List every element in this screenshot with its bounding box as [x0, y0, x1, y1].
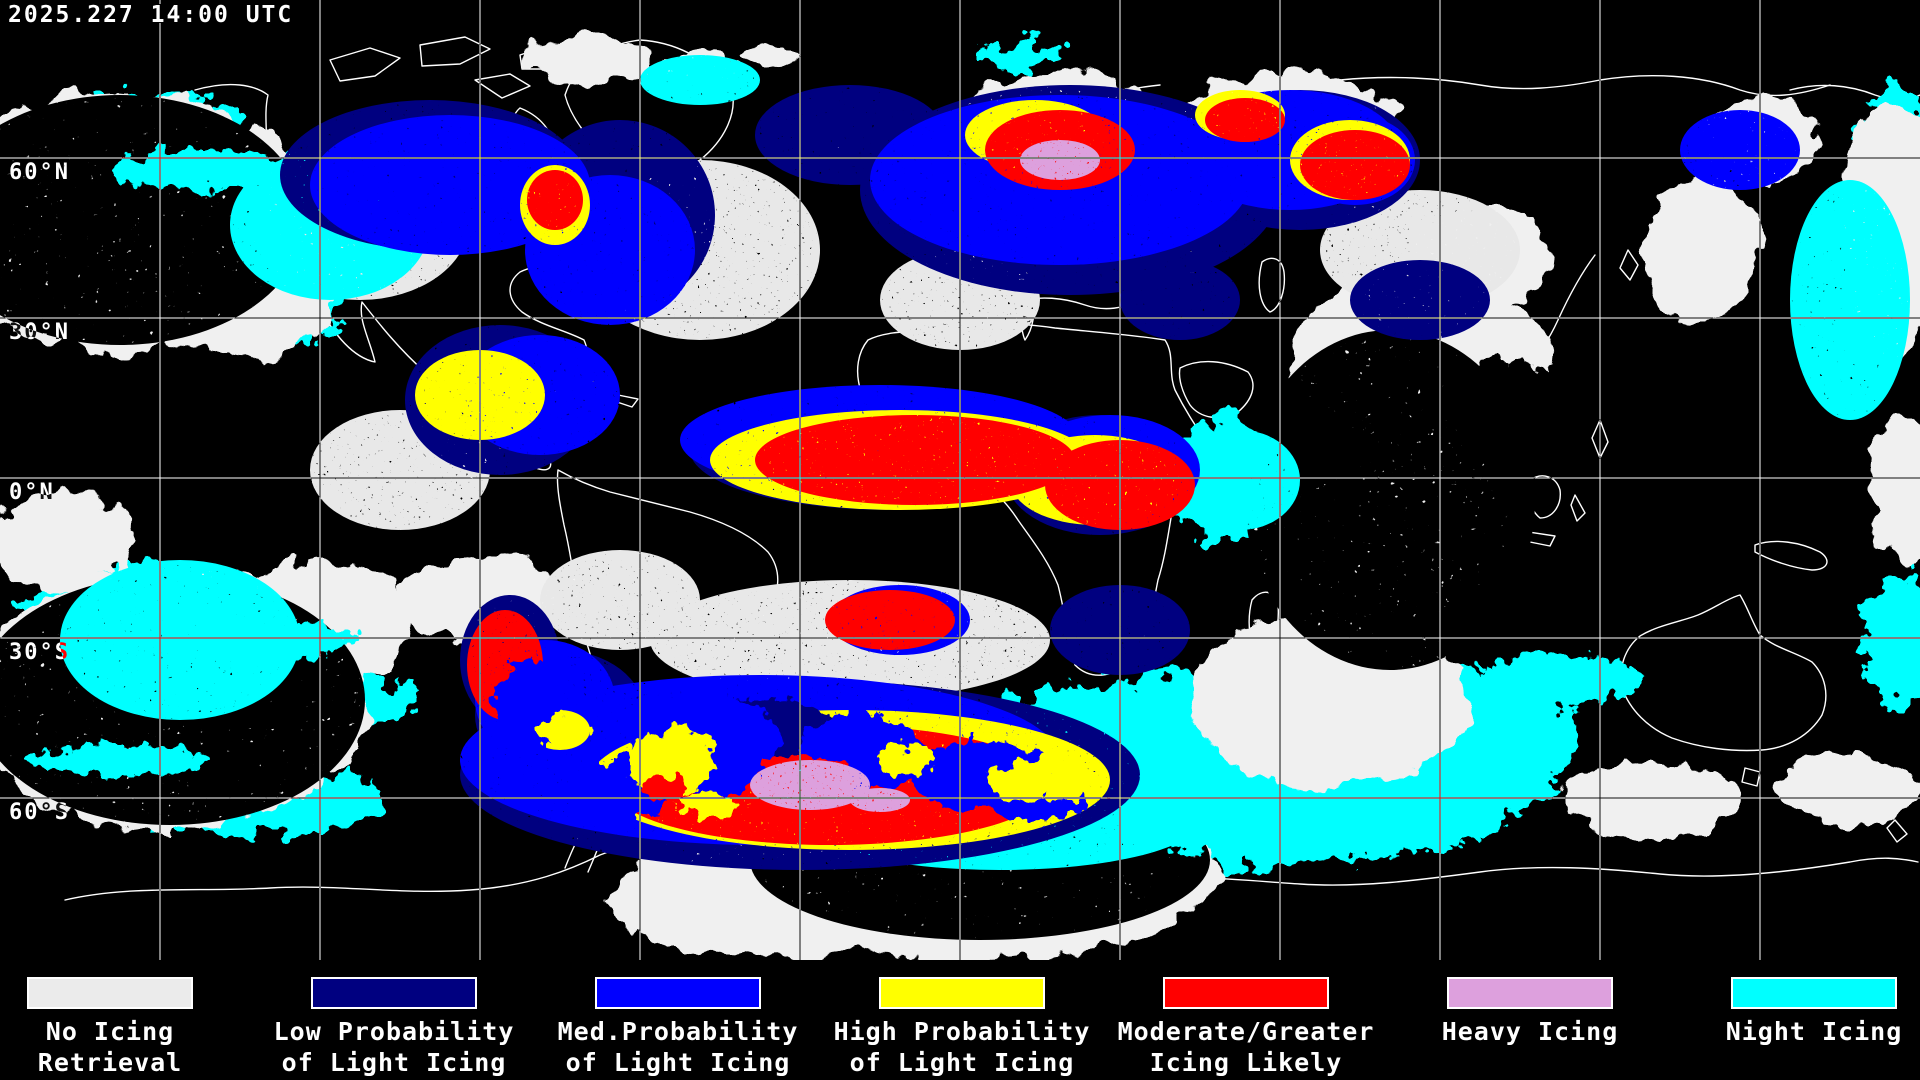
- legend-swatch-no-icing: [27, 977, 193, 1009]
- timestamp: 2025.227 14:00 UTC: [8, 2, 294, 28]
- legend-label: of Light Icing: [849, 1048, 1075, 1077]
- latitude-label-60s: 60°S: [9, 800, 70, 825]
- legend-label: Icing Likely: [1149, 1048, 1343, 1077]
- legend-label: High Probability: [833, 1017, 1091, 1046]
- legend-label: No Icing: [45, 1017, 175, 1046]
- legend-swatch-med-probability: [595, 977, 761, 1009]
- legend-swatch-night-icing: [1731, 977, 1897, 1009]
- latitude-label-30s: 30°S: [9, 640, 70, 665]
- legend-item-high-probability: High Probability of Light Icing: [812, 960, 1112, 1078]
- legend-item-no-icing: No Icing Retrieval: [0, 960, 260, 1078]
- legend-label: Med.Probability: [557, 1017, 799, 1046]
- world-map: [0, 0, 1920, 960]
- legend-item-heavy-icing: Heavy Icing: [1380, 960, 1680, 1047]
- latitude-label-0n: 0°N: [9, 480, 55, 505]
- legend-label: Heavy Icing: [1441, 1017, 1619, 1046]
- latitude-label-30n: 30°N: [9, 320, 70, 345]
- latitude-label-60n: 60°N: [9, 160, 70, 185]
- legend-label: Retrieval: [37, 1048, 183, 1077]
- legend-swatch-low-probability: [311, 977, 477, 1009]
- legend-swatch-heavy-icing: [1447, 977, 1613, 1009]
- legend-item-med-probability: Med.Probability of Light Icing: [528, 960, 828, 1078]
- legend-swatch-high-probability: [879, 977, 1045, 1009]
- legend-label: of Light Icing: [281, 1048, 507, 1077]
- legend-label: of Light Icing: [565, 1048, 791, 1077]
- legend-item-night-icing: Night Icing: [1664, 960, 1920, 1047]
- legend: No Icing Retrieval Low Probability of Li…: [0, 960, 1920, 1080]
- legend-item-low-probability: Low Probability of Light Icing: [244, 960, 544, 1078]
- legend-swatch-moderate-greater: [1163, 977, 1329, 1009]
- world-map-svg: [0, 0, 1920, 960]
- grid-lines: [0, 0, 1920, 960]
- legend-label: Night Icing: [1725, 1017, 1903, 1046]
- legend-label: Low Probability: [273, 1017, 515, 1046]
- legend-label: Moderate/Greater: [1117, 1017, 1375, 1046]
- cloud-hole: [1440, 360, 1560, 440]
- legend-item-moderate-greater: Moderate/Greater Icing Likely: [1096, 960, 1396, 1078]
